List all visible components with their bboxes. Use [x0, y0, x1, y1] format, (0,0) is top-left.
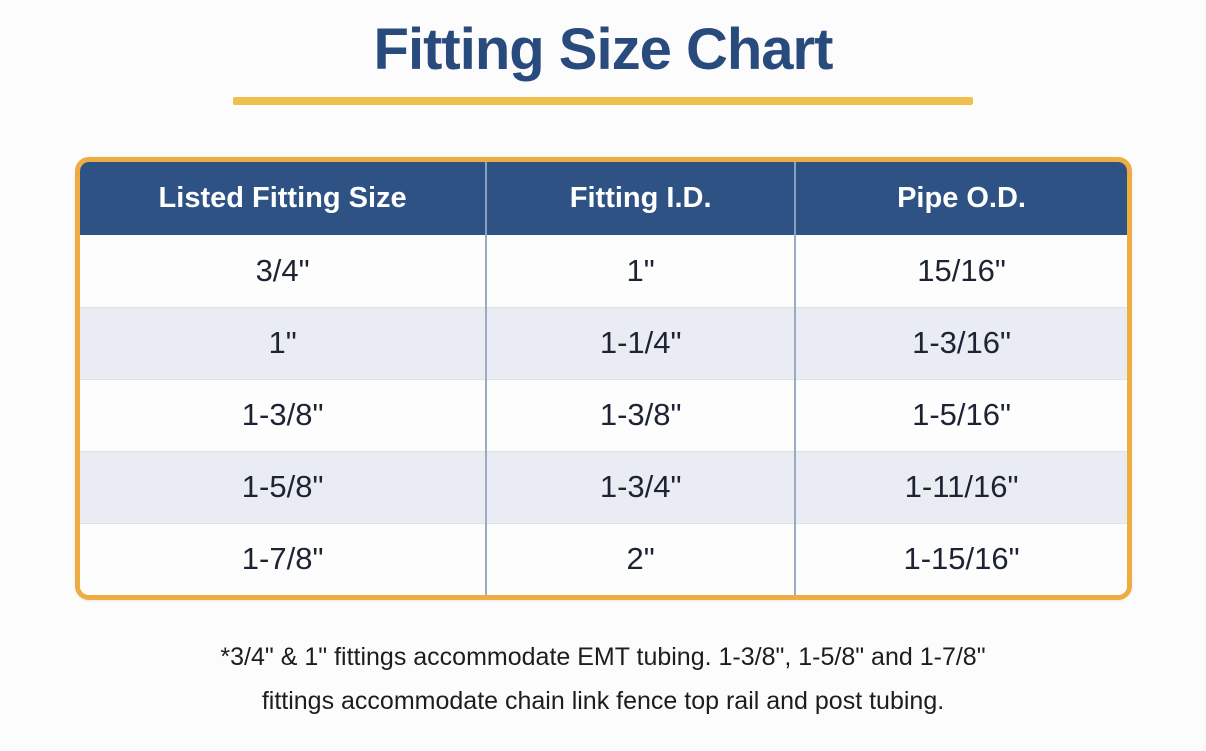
fitting-size-table: Listed Fitting Size Fitting I.D. Pipe O.… [80, 162, 1127, 595]
table-row: 1" 1-1/4" 1-3/16" [80, 306, 1127, 379]
cell-fitting-id: 1-3/4" [485, 450, 796, 523]
title-underline-rule [233, 97, 973, 105]
cell-fitting-id: 1-1/4" [485, 306, 796, 379]
cell-fitting-id: 1" [485, 235, 796, 307]
cell-pipe-od: 15/16" [794, 235, 1127, 307]
cell-fitting-size: 1-5/8" [80, 450, 487, 523]
cell-pipe-od: 1-15/16" [794, 522, 1127, 595]
cell-fitting-id: 2" [485, 522, 796, 595]
cell-fitting-id: 1-3/8" [485, 378, 796, 451]
table-row: 1-3/8" 1-3/8" 1-5/16" [80, 378, 1127, 451]
page-title: Fitting Size Chart [373, 17, 834, 82]
table-body: 3/4" 1" 15/16" 1" 1-1/4" 1-3/16" 1-3/8" … [80, 235, 1127, 595]
cell-pipe-od: 1-3/16" [794, 306, 1127, 379]
column-header-listed-fitting-size: Listed Fitting Size [80, 162, 487, 235]
cell-fitting-size: 3/4" [80, 235, 487, 307]
footnote: *3/4" & 1" fittings accommodate EMT tubi… [0, 636, 1206, 724]
footnote-line-1: *3/4" & 1" fittings accommodate EMT tubi… [220, 643, 986, 671]
table-row: 1-5/8" 1-3/4" 1-11/16" [80, 450, 1127, 523]
column-header-fitting-id: Fitting I.D. [485, 162, 796, 235]
footnote-line-2: fittings accommodate chain link fence to… [261, 686, 945, 715]
table-header-row: Listed Fitting Size Fitting I.D. Pipe O.… [80, 162, 1127, 235]
fitting-size-table-frame: Listed Fitting Size Fitting I.D. Pipe O.… [75, 157, 1132, 600]
table-row: 1-7/8" 2" 1-15/16" [80, 522, 1127, 595]
table-row: 3/4" 1" 15/16" [80, 235, 1127, 307]
column-header-pipe-od: Pipe O.D. [794, 162, 1127, 235]
table-header: Listed Fitting Size Fitting I.D. Pipe O.… [80, 162, 1127, 235]
cell-pipe-od: 1-5/16" [794, 378, 1127, 451]
cell-pipe-od: 1-11/16" [794, 450, 1127, 523]
cell-fitting-size: 1-7/8" [80, 522, 487, 595]
cell-fitting-size: 1-3/8" [80, 378, 487, 451]
cell-fitting-size: 1" [80, 306, 487, 379]
